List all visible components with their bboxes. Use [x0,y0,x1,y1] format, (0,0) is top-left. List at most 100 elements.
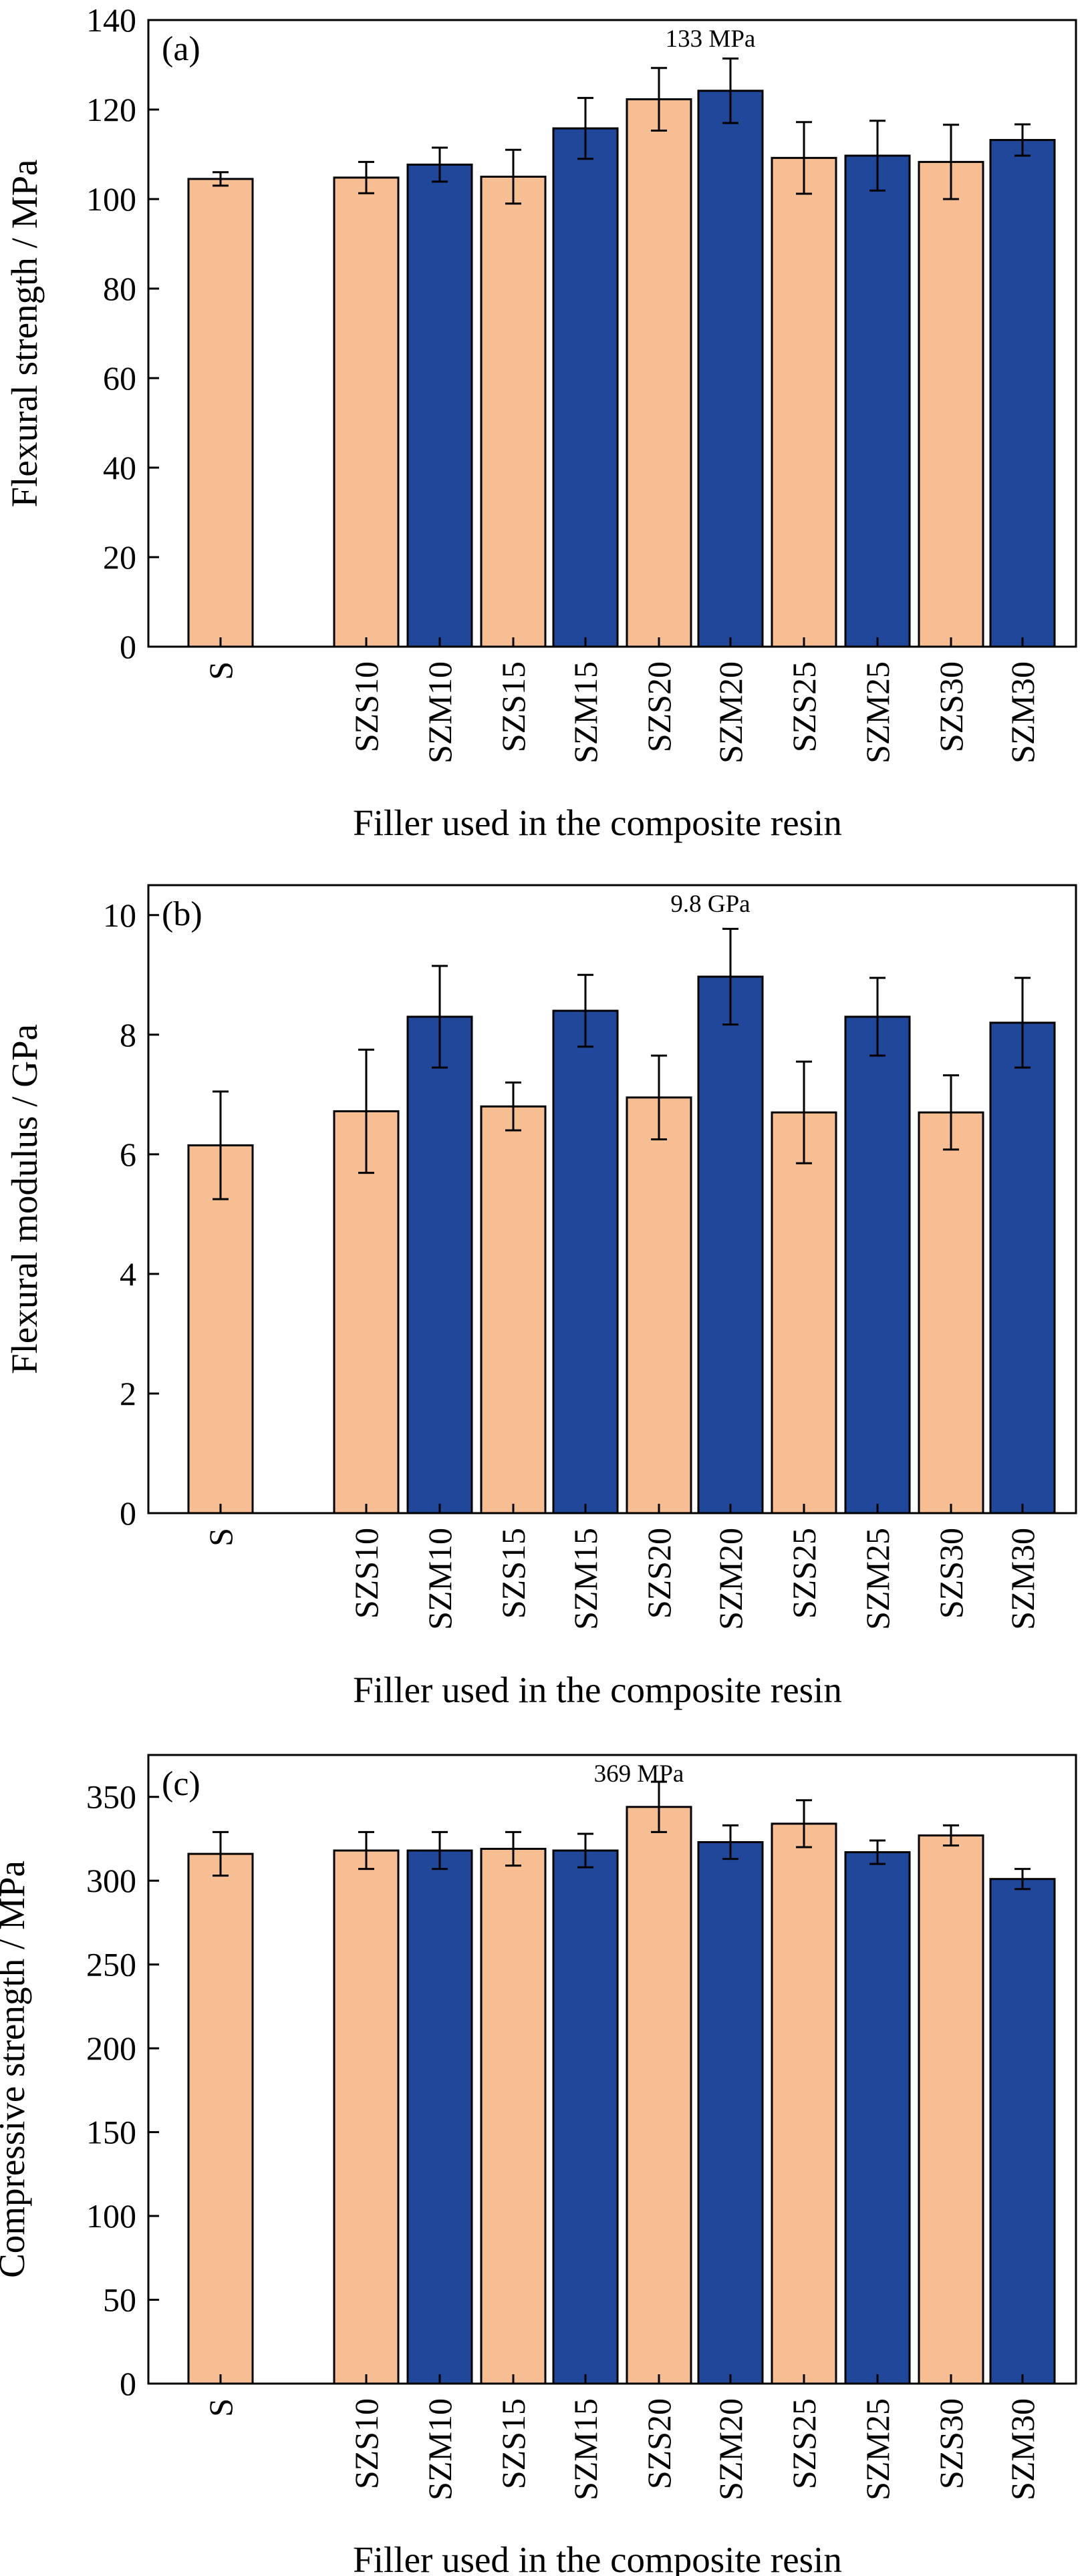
error-bar-szm25 [869,1839,886,1865]
error-bar-szm30 [1014,123,1031,157]
y-tick-label: 300 [86,1862,136,1899]
x-tick-label-szm30: SZM30 [1004,1528,1041,1630]
y-axis-label: Flexural modulus / GPa [4,1024,45,1374]
bar-szm30 [989,139,1056,648]
y-tick-label: 0 [120,1494,136,1532]
error-bar-szm25 [869,977,886,1057]
max-value-annotation: 133 MPa [666,25,756,53]
y-tick-label: 0 [120,2365,136,2402]
x-tick-label-s: S [202,2398,239,2417]
y-tick-label: 2 [120,1375,136,1412]
x-tick-label-szs25: SZS25 [785,661,823,752]
chart-panel-b: 0 2 4 6 8 10 S SZS10 SZM10 SZS15 SZM15 SZS20 SZM20 SZ… [4,884,1077,1710]
panel-label: (a) [162,30,200,68]
x-tick-label-szm20: SZM20 [712,2398,749,2501]
error-bar-szs25 [796,1799,812,1848]
bar-szm30 [989,1878,1056,2385]
y-tick-label: 200 [86,2030,136,2067]
y-tick-label: 50 [103,2281,136,2319]
x-tick-label-szs10: SZS10 [348,2398,385,2489]
bar-szm30 [989,1021,1056,1514]
error-bar-szm10 [432,146,448,183]
error-bar-s [213,1090,229,1200]
bar-szm15 [552,1009,619,1514]
bar-szs15 [480,176,547,648]
error-bar-s [213,171,229,187]
bar-szs30 [918,160,984,648]
x-tick-label-szm25: SZM25 [859,1528,896,1630]
bar-szs25 [771,156,837,648]
error-bar-szs10 [358,1048,374,1174]
y-tick-label: 100 [86,180,136,218]
plot-frame [147,884,1077,1514]
x-axis-label: Filler used in the composite resin [353,1669,842,1710]
bar-szs25 [771,1822,837,2385]
error-bar-szm20 [722,1824,738,1861]
bar-szm15 [552,127,619,648]
bar-s [187,1853,254,2385]
x-tick-label-szs30: SZS30 [932,1528,970,1619]
x-tick-label-szs20: SZS20 [640,2398,678,2489]
error-bar-szs30 [943,1824,959,1847]
error-bar-szm30 [1014,1868,1031,1891]
y-tick-label: 120 [86,91,136,128]
bar-szm25 [844,1851,911,2385]
x-tick-label-szm25: SZM25 [859,2398,896,2501]
x-tick-label-szs20: SZS20 [640,1528,678,1619]
bar-szs30 [918,1111,984,1514]
y-tick-label: 10 [103,897,136,934]
y-tick-label: 20 [103,538,136,576]
error-bar-szm15 [577,1832,593,1869]
error-bar-szs10 [358,1830,374,1871]
x-tick-label-szs20: SZS20 [640,661,678,752]
x-tick-label-szm10: SZM10 [421,661,458,764]
plot-frame [147,1754,1077,2385]
bar-szs15 [480,1848,547,2385]
x-axis-label: Filler used in the composite resin [353,2539,842,2576]
bar-szs15 [480,1105,547,1514]
max-value-annotation: 369 MPa [594,1760,684,1788]
x-tick-label-szs10: SZS10 [348,661,385,752]
bar-s [187,1144,254,1514]
x-axis-label: Filler used in the composite resin [353,802,842,843]
error-bar-szs20 [651,67,667,132]
bar-szm15 [552,1849,619,2385]
y-tick-label: 0 [120,628,136,665]
y-axis-label: Compressive strength / MPa [0,1861,32,2278]
bar-s [187,178,254,648]
error-bar-szm30 [1014,977,1031,1069]
error-bar-szm20 [722,57,738,124]
x-tick-label-szm15: SZM15 [567,661,604,764]
bar-szs10 [333,176,400,648]
x-tick-label-szs25: SZS25 [785,2398,823,2489]
x-tick-label-szm10: SZM10 [421,1528,458,1630]
error-bar-szm20 [722,927,738,1026]
panel-label: (c) [162,1765,200,1803]
error-bar-szs25 [796,121,812,195]
x-tick-label-szs15: SZS15 [495,661,532,752]
max-value-annotation: 9.8 GPa [670,891,750,918]
y-tick-label: 4 [120,1255,136,1293]
x-tick-label-szm10: SZM10 [421,2398,458,2501]
error-bar-szm25 [869,120,886,192]
error-bar-szm15 [577,973,593,1048]
bar-szm10 [406,163,473,648]
bar-szs20 [626,1806,692,2385]
error-bar-szm10 [432,965,448,1069]
plot-frame [147,19,1077,648]
bar-szs30 [918,1834,984,2385]
error-bar-szs30 [943,1074,959,1151]
x-tick-label-szs15: SZS15 [495,2398,532,2489]
bar-szm20 [697,90,764,648]
x-tick-label-szs15: SZS15 [495,1528,532,1619]
panel-label: (b) [162,895,202,933]
x-tick-label-szm30: SZM30 [1004,2398,1041,2501]
bar-szm10 [406,1015,473,1514]
x-tick-label-szs30: SZS30 [932,661,970,752]
bar-szs25 [771,1111,837,1514]
y-tick-label: 100 [86,2197,136,2235]
x-tick-label-szm20: SZM20 [712,661,749,764]
x-tick-label-szm15: SZM15 [567,1528,604,1630]
x-tick-label-szm20: SZM20 [712,1528,749,1630]
